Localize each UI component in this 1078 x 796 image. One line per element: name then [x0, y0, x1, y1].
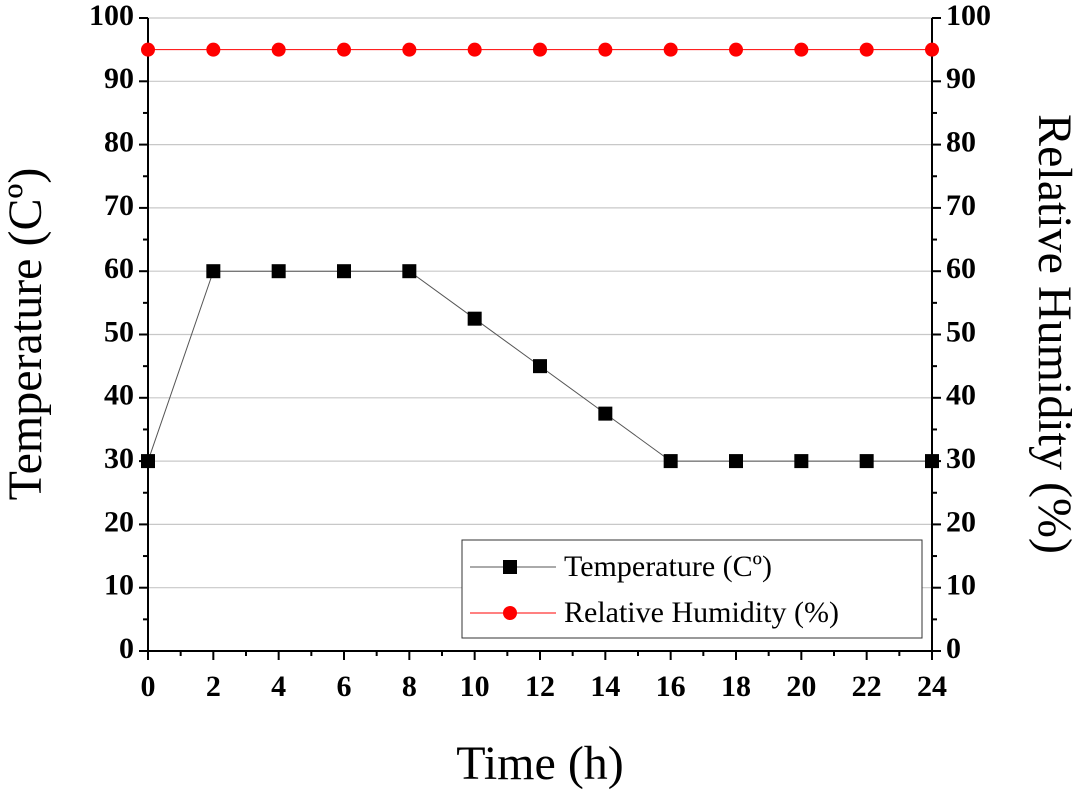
y2-tick-label: 40	[946, 379, 976, 412]
marker	[729, 42, 743, 57]
marker	[794, 42, 809, 57]
x-tick-label: 18	[721, 670, 751, 703]
marker	[663, 42, 678, 57]
x-tick-label: 20	[786, 670, 816, 703]
marker	[402, 264, 417, 279]
marker	[271, 264, 286, 279]
marker	[598, 42, 613, 57]
legend-marker	[503, 560, 517, 574]
marker	[271, 42, 286, 57]
legend: Temperature (Cº) Relative Humidity (%)	[461, 539, 923, 639]
y2-tick-label: 100	[946, 0, 991, 32]
legend-label: Relative Humidity (%)	[564, 596, 839, 629]
marker	[337, 42, 351, 57]
marker	[925, 454, 939, 469]
x-tick-label: 4	[271, 670, 286, 703]
y-tick-label: 70	[104, 189, 134, 222]
y-tick-label: 90	[104, 62, 134, 95]
x-tick-label: 16	[656, 670, 686, 703]
x-tick-label: 8	[402, 670, 417, 703]
y2-tick-label: 20	[946, 505, 976, 538]
marker	[467, 311, 482, 326]
x-tick-label: 10	[460, 670, 490, 703]
y-tick-label: 10	[104, 569, 134, 602]
marker	[533, 359, 547, 374]
y-axis-label: Temperature (Cº)	[0, 168, 52, 501]
x-tick-label: 6	[337, 670, 352, 703]
y2-tick-label: 90	[946, 62, 976, 95]
marker	[533, 42, 547, 57]
x-tick-label: 24	[917, 670, 947, 703]
marker	[141, 42, 155, 57]
y-tick-label: 0	[119, 632, 134, 665]
legend-marker	[503, 606, 517, 620]
y2-tick-label: 10	[946, 569, 976, 602]
marker	[337, 264, 351, 279]
marker	[402, 42, 417, 57]
y-tick-label: 100	[89, 0, 134, 32]
x-tick-label: 0	[141, 670, 156, 703]
y2-tick-label: 70	[946, 189, 976, 222]
y2-axis-label: Relative Humidity (%)	[1028, 114, 1078, 554]
marker	[206, 264, 221, 279]
y-tick-label: 60	[104, 252, 134, 285]
marker	[794, 454, 809, 469]
marker	[663, 454, 678, 469]
legend-label: Temperature (Cº)	[564, 550, 772, 583]
y-tick-label: 40	[104, 379, 134, 412]
marker	[467, 42, 482, 57]
marker	[598, 406, 613, 421]
y-tick-label: 50	[104, 315, 134, 348]
marker	[859, 454, 874, 469]
y2-tick-label: 80	[946, 125, 976, 158]
y2-tick-label: 50	[946, 315, 976, 348]
x-tick-label: 12	[525, 670, 555, 703]
marker	[729, 454, 743, 469]
y2-tick-label: 0	[946, 632, 961, 665]
marker	[141, 454, 155, 469]
x-tick-label: 14	[590, 670, 620, 703]
marker	[859, 42, 874, 57]
y-tick-label: 30	[104, 442, 134, 475]
marker	[206, 42, 221, 57]
y2-tick-label: 60	[946, 252, 976, 285]
legend-box	[461, 539, 923, 639]
x-axis-label: Time (h)	[456, 737, 624, 790]
marker	[925, 42, 939, 57]
x-tick-label: 22	[852, 670, 882, 703]
y-tick-label: 80	[104, 125, 134, 158]
x-tick-label: 2	[206, 670, 221, 703]
y2-tick-label: 30	[946, 442, 976, 475]
y-tick-label: 20	[104, 505, 134, 538]
